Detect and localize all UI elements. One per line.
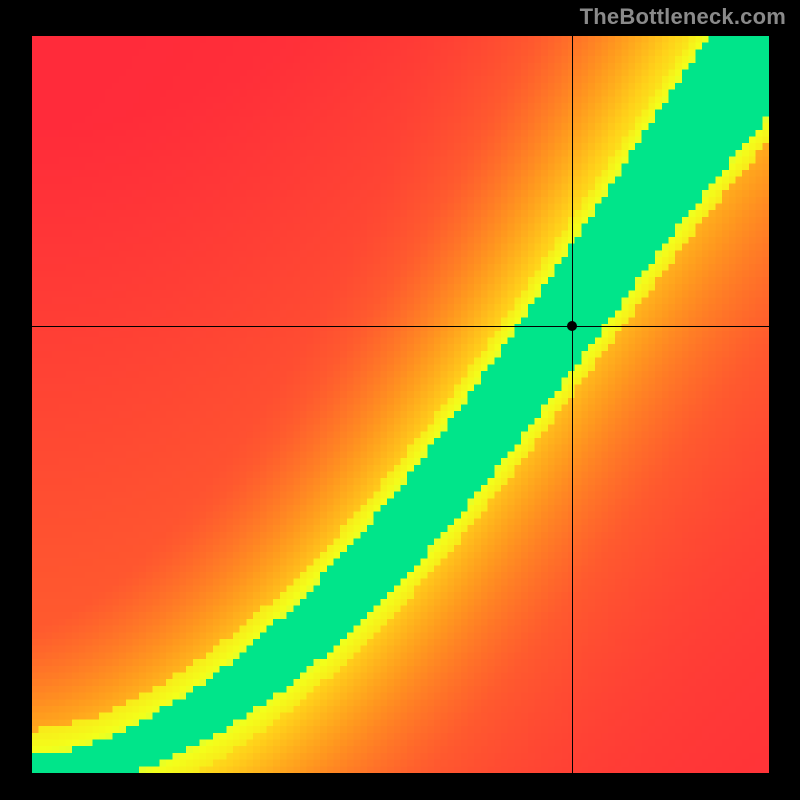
heatmap-canvas bbox=[32, 36, 769, 773]
page-root: TheBottleneck.com bbox=[0, 0, 800, 800]
crosshair-vertical bbox=[572, 36, 573, 773]
crosshair-horizontal bbox=[32, 326, 769, 327]
crosshair-marker bbox=[567, 321, 577, 331]
attribution-text: TheBottleneck.com bbox=[580, 4, 786, 30]
bottleneck-heatmap bbox=[32, 36, 769, 773]
